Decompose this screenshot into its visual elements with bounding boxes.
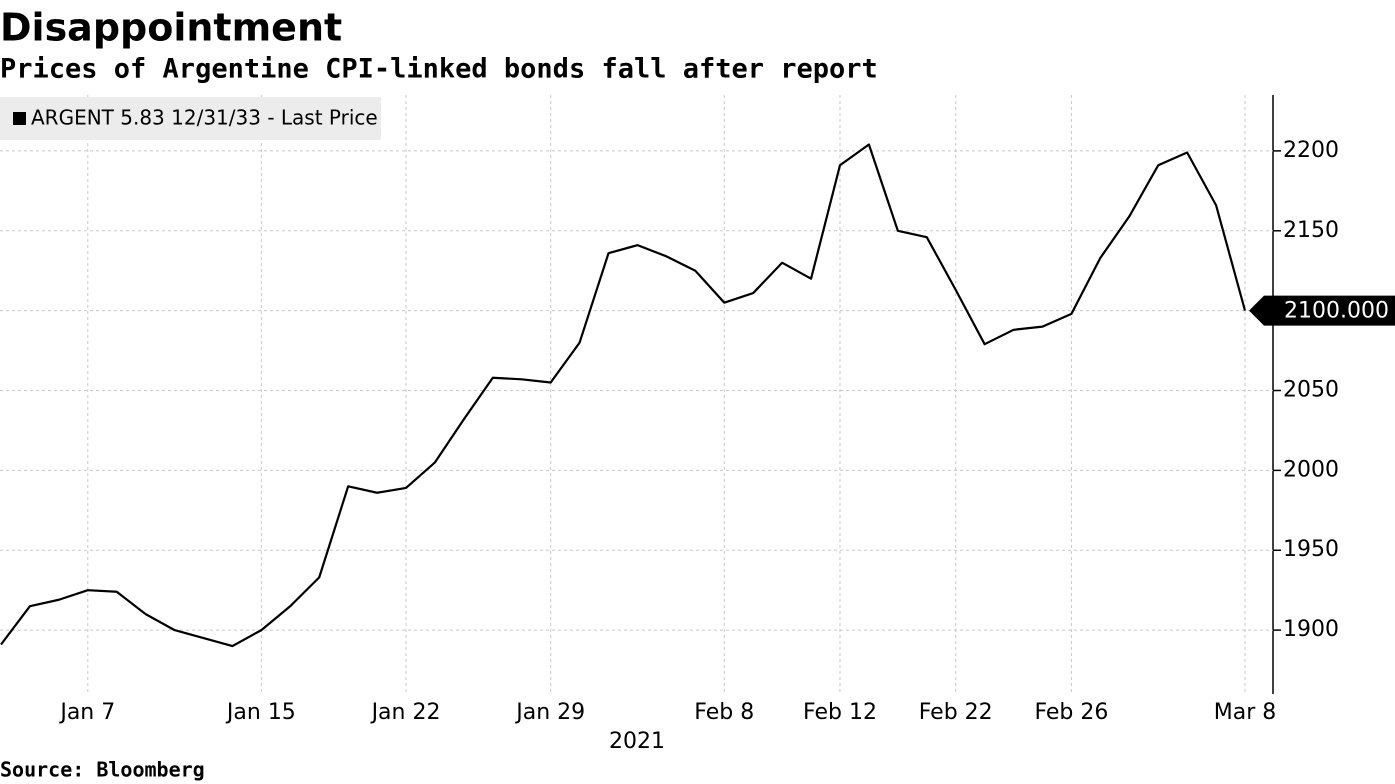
x-tick-label: Feb 26 <box>1034 700 1108 725</box>
x-tick-label: Mar 8 <box>1214 700 1277 725</box>
x-tick-label: Feb 22 <box>919 700 993 725</box>
legend: ARGENT 5.83 12/31/33 - Last Price <box>0 97 381 140</box>
x-tick-label: Jan 7 <box>58 700 115 725</box>
y-tick-label: 2000 <box>1283 457 1339 482</box>
value-label: 2100.000 <box>1284 299 1389 324</box>
y-tick-label: 2200 <box>1283 138 1339 163</box>
x-axis-label: 2021 <box>609 729 665 754</box>
y-tick-label: 1900 <box>1283 617 1339 642</box>
y-tick-label: 2050 <box>1283 378 1339 403</box>
legend-swatch <box>13 112 26 125</box>
y-tick-label: 2150 <box>1283 218 1339 243</box>
source: Source: Bloomberg <box>0 758 205 782</box>
legend-bg <box>0 97 381 140</box>
x-tick-label: Feb 12 <box>803 700 877 725</box>
x-tick-label: Jan 15 <box>225 700 296 725</box>
x-tick-label: Feb 8 <box>694 700 754 725</box>
chart-subtitle: Prices of Argentine CPI-linked bonds fal… <box>0 54 878 85</box>
x-tick-label: Jan 29 <box>514 700 585 725</box>
last-value-tag-bg <box>1249 295 1395 326</box>
legend-label: ARGENT 5.83 12/31/33 - Last Price <box>31 106 378 130</box>
last-value-tag: 2100.000 <box>1249 295 1395 326</box>
price-line <box>0 143 1247 648</box>
chart-title: Disappointment <box>0 6 342 50</box>
x-tick-label: Jan 22 <box>370 700 441 725</box>
y-tick-label: 1950 <box>1283 537 1339 562</box>
